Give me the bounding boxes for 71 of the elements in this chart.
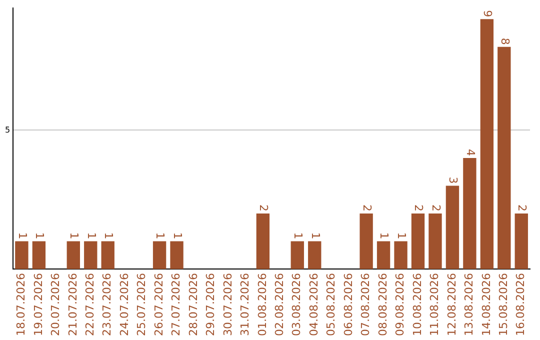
x-tick-label: 14.08.2026 [480,273,493,336]
x-tick-label: 03.08.2026 [290,273,304,336]
bar [66,241,80,270]
bar [256,213,270,270]
x-tick-label: 05.08.2026 [324,273,338,336]
bar [308,241,322,270]
data-label: 1 [170,232,184,240]
x-tick-label: 02.08.2026 [273,273,286,336]
y-tick-label: 5 [4,125,10,134]
x-tick-label: 27.07.2026 [170,273,183,336]
data-label: 1 [308,232,322,240]
x-tick-label: 10.08.2026 [410,273,424,336]
x-tick-label: 30.07.2026 [221,273,234,336]
x-tick-label: 09.08.2026 [394,273,407,336]
x-tick-label: 07.08.2026 [359,273,372,336]
bar [480,19,494,270]
bar [463,158,476,270]
data-label: 9 [481,10,494,18]
data-label: 1 [68,232,81,240]
bar [411,213,425,270]
bar [360,213,373,270]
data-label: 1 [84,232,98,240]
x-tick-label: 19.07.2026 [32,273,45,336]
data-label: 1 [394,232,408,240]
bar [170,241,184,270]
bar [428,213,442,270]
x-tick-label: 24.07.2026 [118,273,131,336]
bar [84,241,98,270]
bar [394,241,408,270]
x-tick-label: 13.08.2026 [462,273,476,336]
data-label: 1 [154,232,167,240]
data-label: 8 [498,38,512,45]
x-tick-label: 25.07.2026 [135,273,148,336]
data-label: 1 [292,232,305,240]
data-label: 3 [446,176,460,184]
x-tick-label: 23.07.2026 [100,273,114,336]
bar [15,241,28,270]
data-label: 2 [516,204,529,212]
bar [101,241,114,270]
bar [446,186,460,270]
x-tick-label: 16.08.2026 [514,273,528,336]
x-tick-label: 04.08.2026 [307,273,320,336]
data-label: 1 [16,232,29,240]
x-tick-label: 08.08.2026 [376,273,390,336]
bar [32,241,46,270]
x-tick-label: 29.07.2026 [204,273,218,336]
bar [290,241,304,270]
x-tick-label: 26.07.2026 [152,273,166,336]
bar [152,241,166,270]
data-label: 2 [429,204,442,212]
bar [514,213,528,270]
data-label: 1 [378,232,391,240]
data-label: 2 [257,204,270,212]
x-tick-label: 11.08.2026 [428,273,442,336]
x-tick-label: 21.07.2026 [66,273,80,336]
data-label: 4 [464,148,477,156]
x-tick-label: 01.08.2026 [256,273,269,336]
data-label: 1 [102,232,115,240]
x-tick-label: 12.08.2026 [445,273,458,336]
x-tick-label: 06.08.2026 [342,273,355,336]
x-tick-label: 15.08.2026 [497,273,510,336]
data-label: 1 [33,232,46,240]
x-tick-label: 20.07.2026 [49,273,62,336]
x-tick-label: 31.07.2026 [238,273,252,336]
bar [498,46,511,270]
data-label: 2 [412,204,426,212]
bar [376,241,390,270]
data-label: 2 [360,204,374,212]
x-tick-label: 18.07.2026 [14,273,28,336]
x-tick-label: 28.07.2026 [186,273,200,336]
x-tick-label: 22.07.2026 [83,273,96,336]
